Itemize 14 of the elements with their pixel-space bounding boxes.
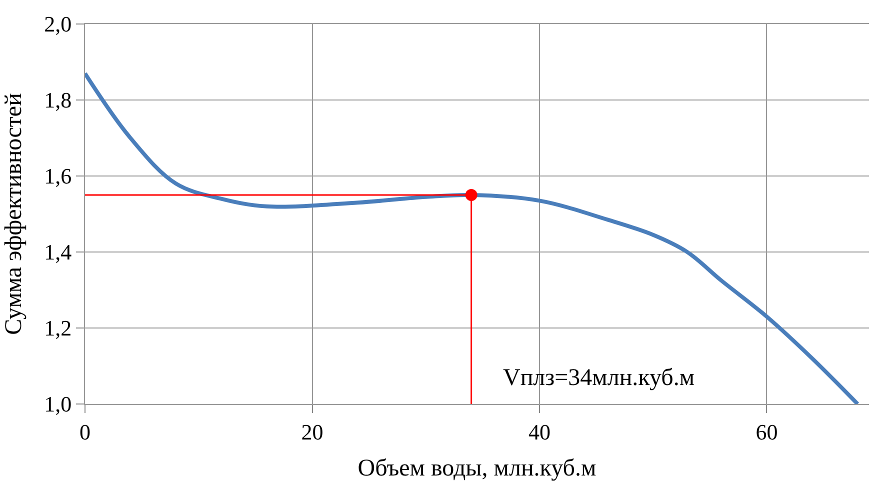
line-series — [85, 71, 860, 404]
x-tick-label: 60 — [756, 419, 778, 444]
y-tick-label: 1,6 — [44, 164, 72, 189]
y-tick-label: 1,0 — [44, 392, 72, 417]
y-axis-title: Сумма эффективностей — [1, 92, 28, 335]
y-tick-label: 1,2 — [44, 316, 72, 341]
x-axis-title: Объем воды, млн.куб.м — [358, 456, 596, 482]
y-tick-label: 1,8 — [44, 88, 72, 113]
x-tick-label: 20 — [301, 419, 324, 444]
x-tick-label: 0 — [80, 419, 90, 444]
annotation: Vплз=34млн.куб.м — [503, 365, 695, 391]
y-tick-label: 1,4 — [44, 240, 72, 265]
y-tick-label: 2,0 — [44, 12, 72, 37]
x-tick-label: 40 — [528, 419, 550, 444]
